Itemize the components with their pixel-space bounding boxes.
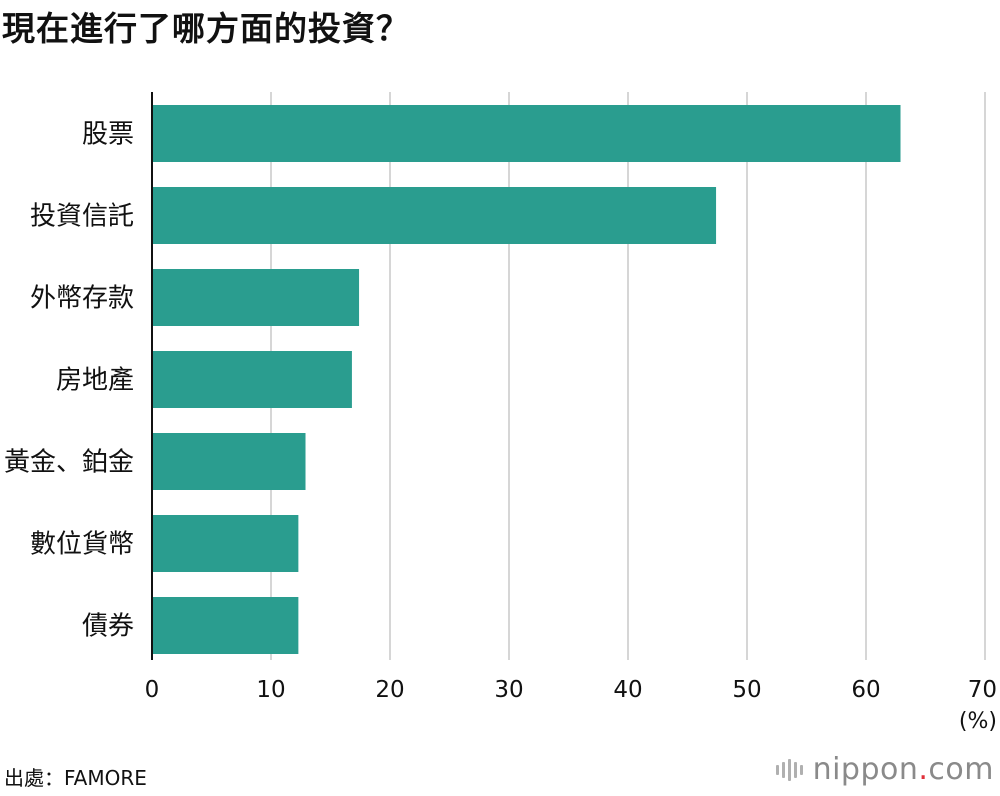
x-tick-label: 50 [732, 677, 761, 703]
logo-dot: . [918, 752, 929, 787]
x-tick-label: 70 [968, 677, 997, 703]
nippon-logo: nippon.com [775, 752, 994, 787]
chart-title: 現在進行了哪方面的投資？ [2, 9, 410, 48]
x-tick-label: 0 [145, 677, 160, 703]
x-unit-label: (%) [959, 709, 997, 734]
x-tick-label: 10 [256, 677, 285, 703]
x-tick-label: 30 [494, 677, 523, 703]
logo-bars-icon [775, 758, 803, 781]
x-tick-label: 60 [851, 677, 880, 703]
logo-suffix: com [928, 752, 994, 787]
logo-text: nippon.com [813, 752, 994, 787]
bar [152, 515, 299, 572]
x-tick-labels: 0 10 20 30 40 50 60 70 [145, 677, 997, 703]
x-tick-label: 20 [375, 677, 404, 703]
bar [152, 269, 360, 326]
bar [152, 433, 306, 490]
category-label: 數位貨幣 [30, 530, 134, 560]
bar [152, 351, 352, 408]
category-label: 房地產 [56, 366, 134, 396]
category-label: 黃金、鉑金 [4, 448, 134, 478]
category-label: 外幣存款 [30, 284, 134, 314]
category-label: 債券 [82, 612, 134, 642]
x-tick-label: 40 [613, 677, 642, 703]
bar [152, 105, 901, 162]
bar [152, 597, 299, 654]
category-label: 投資信託 [30, 202, 134, 232]
gridlines [270, 92, 986, 660]
category-label: 股票 [82, 120, 134, 150]
source-note: 出處：FAMORE [4, 766, 147, 790]
logo-main: nippon [812, 752, 919, 787]
bar [152, 187, 717, 244]
bars [152, 105, 901, 654]
